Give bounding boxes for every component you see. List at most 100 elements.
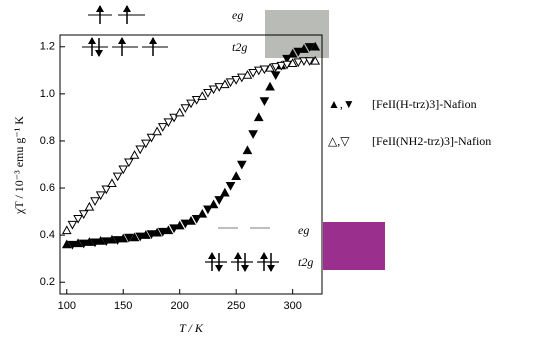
data-point (203, 88, 213, 98)
electron-arrow-head (123, 5, 131, 12)
data-point (163, 225, 174, 235)
data-point (310, 55, 321, 65)
data-point (259, 97, 270, 106)
t2g-label: t2g (298, 255, 313, 269)
data-point (95, 235, 106, 245)
data-point (299, 44, 309, 53)
y-tick-label: 0.6 (40, 182, 55, 194)
data-point (163, 118, 174, 128)
data-point (84, 201, 95, 211)
y-tick-label: 0.4 (40, 229, 55, 241)
data-point (231, 171, 242, 180)
data-point (304, 57, 315, 66)
data-point (225, 78, 236, 88)
eg-label: eg (232, 8, 243, 22)
data-point (95, 191, 106, 201)
data-point (140, 230, 151, 239)
data-point (124, 158, 134, 168)
data-point (208, 85, 219, 95)
electron-arrow-head (208, 252, 216, 259)
data-point (197, 208, 208, 218)
x-tick-label: 200 (171, 300, 189, 312)
y-tick-label: 1.0 (40, 88, 55, 100)
data-point (186, 99, 196, 109)
data-point (118, 233, 129, 243)
electron-arrow-head (215, 265, 223, 272)
x-tick-label: 250 (227, 300, 245, 312)
data-point (180, 104, 191, 114)
electron-arrow-head (149, 37, 157, 44)
legend-symbol: ▲,▼ (328, 97, 355, 111)
data-point (299, 57, 309, 66)
data-point (197, 91, 208, 100)
data-point (124, 233, 134, 243)
data-point (276, 61, 287, 71)
data-point (220, 187, 230, 197)
x-tick-label: 100 (58, 300, 76, 312)
x-tick-label: 150 (114, 300, 132, 312)
data-point (152, 126, 162, 136)
electron-arrow-head (234, 252, 242, 259)
data-point (174, 220, 185, 230)
electron-arrow-head (95, 50, 103, 57)
data-point (270, 71, 281, 81)
data-point (157, 123, 168, 132)
electron-arrow-head (96, 5, 104, 12)
data-point (112, 172, 123, 182)
data-point (208, 199, 219, 209)
data-point (84, 237, 95, 246)
data-point (304, 43, 315, 52)
t2g-label: t2g (232, 40, 247, 54)
data-point (61, 225, 72, 235)
data-point (129, 232, 140, 242)
electron-arrow-head (267, 265, 275, 272)
data-point (78, 210, 89, 219)
legend-symbol: △,▽ (328, 134, 350, 148)
x-tick-label: 300 (283, 300, 301, 312)
data-point (287, 48, 298, 58)
data-point (107, 234, 117, 244)
y-tick-label: 0.8 (40, 135, 55, 147)
data-point (248, 68, 258, 78)
data-point (107, 178, 117, 188)
data-point (225, 181, 236, 191)
plot-frame (59, 34, 323, 295)
data-point (242, 145, 253, 155)
data-point (61, 239, 72, 249)
high-spin-color-swatch (323, 222, 385, 270)
electron-arrow-head (260, 252, 268, 259)
y-axis-label: χT / 10⁻³ emu g⁻¹ K (12, 116, 26, 215)
data-point (73, 238, 83, 248)
data-point (135, 145, 146, 155)
data-point (214, 196, 225, 205)
data-point (293, 58, 304, 68)
data-point (253, 66, 264, 76)
data-point (129, 150, 140, 159)
data-point (146, 133, 157, 143)
electron-arrow-head (241, 265, 249, 272)
data-point (310, 41, 321, 51)
data-point (67, 220, 78, 230)
data-point (265, 62, 275, 72)
data-point (140, 139, 151, 149)
y-tick-label: 0.2 (40, 276, 55, 288)
y-tick-label: 1.2 (40, 41, 55, 53)
data-point (186, 215, 196, 225)
data-point (287, 58, 298, 67)
data-point (101, 185, 112, 195)
data-point (236, 160, 247, 170)
data-point (73, 214, 83, 224)
eg-label: eg (298, 223, 309, 237)
data-point (174, 107, 185, 117)
data-point (242, 69, 253, 79)
data-point (220, 79, 230, 89)
data-point (90, 197, 100, 207)
legend-label: [FeII(H-trz)3]-Nafion (372, 97, 477, 111)
data-point (270, 63, 281, 72)
electron-arrow-head (88, 37, 96, 44)
data-point (118, 165, 129, 175)
data-point (253, 112, 264, 122)
x-axis-label: T / K (179, 321, 204, 335)
